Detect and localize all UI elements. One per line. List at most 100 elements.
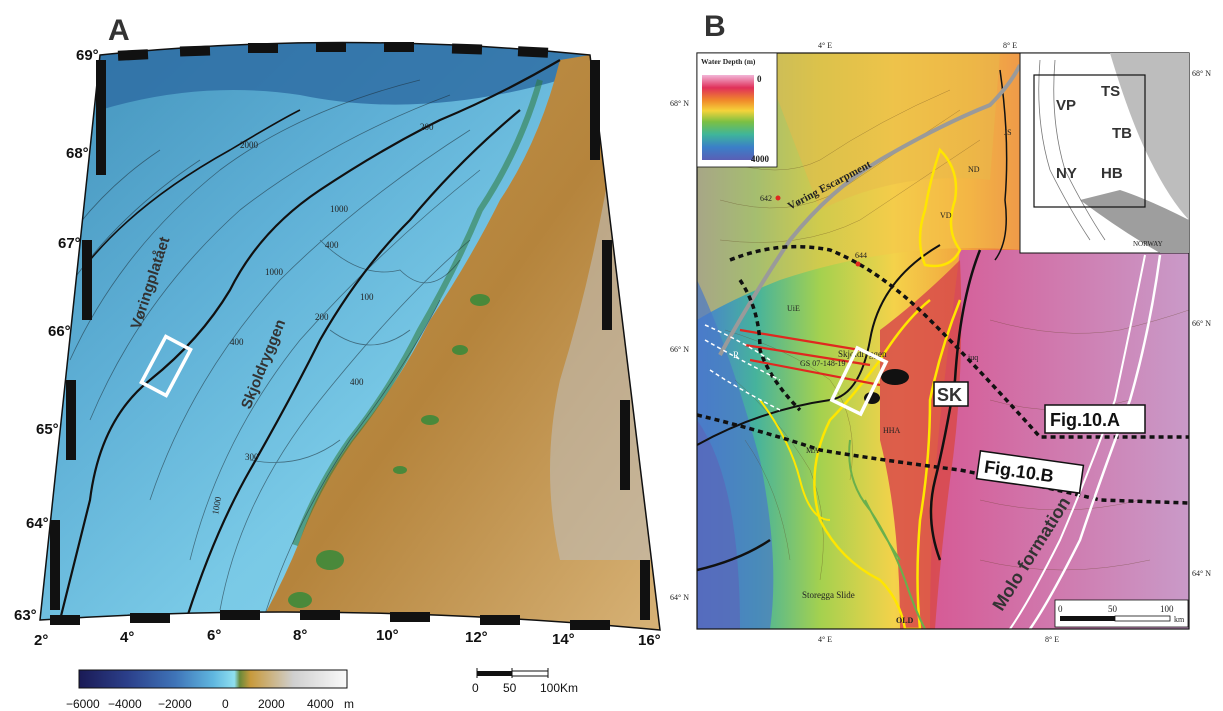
- scalebar-tick: 50: [1108, 604, 1118, 614]
- lon-label: 10°: [376, 627, 399, 644]
- panel-a-colorbar: −6000 −4000 −2000 0 2000 4000 m: [66, 669, 354, 711]
- colorbar-tick: −4000: [108, 697, 142, 711]
- contour-label: 2000: [240, 140, 259, 150]
- panel-b-degree-labels: 4° E 8° E 4° E 8° E 68° N 66° N 64° N 68…: [670, 41, 1211, 644]
- inset-label: HB: [1101, 165, 1123, 182]
- lon-label: 4°: [120, 629, 134, 646]
- panel-b-study-area-box: [829, 345, 889, 417]
- panel-a-lon-labels: 2° 4° 6° 8° 10° 12° 14° 16°: [34, 627, 661, 649]
- region-label: SK: [937, 385, 962, 405]
- contour-label: 100: [360, 292, 374, 302]
- lon-label: 12°: [465, 629, 488, 646]
- contour-label: 200: [315, 312, 329, 322]
- lat-label: 68°: [66, 145, 89, 162]
- region-label: R: [733, 350, 739, 360]
- panel-b-legend: Water Depth (m) 0 4000: [696, 52, 778, 168]
- lat-label: 65°: [36, 421, 59, 438]
- region-label: GS 07-148-19: [800, 359, 846, 368]
- inset-country-label: NORWAY: [1133, 240, 1163, 248]
- inset-label: NY: [1056, 165, 1077, 182]
- panel-a-frame-bars: [50, 42, 650, 630]
- lat-label: 68° N: [670, 99, 689, 108]
- panel-a-study-area-box: [139, 334, 193, 398]
- colorbar-tick: −2000: [158, 697, 192, 711]
- lat-label: 67°: [58, 235, 81, 252]
- inset-label: TS: [1101, 83, 1120, 100]
- region-label: Storegga Slide: [802, 590, 855, 600]
- callout-fig10b-box: [975, 450, 1085, 494]
- region-label: MA: [806, 446, 819, 455]
- lon-label: 8°: [293, 627, 307, 644]
- region-label: JS: [1004, 128, 1012, 137]
- scalebar-tick: 50: [503, 681, 517, 695]
- panel-a-letter: A: [108, 14, 130, 47]
- contour-label: 400: [230, 337, 244, 347]
- lat-label: 64°: [26, 515, 49, 532]
- legend-min: 0: [757, 74, 762, 84]
- contour-label: 400: [350, 377, 364, 387]
- lon-label: 4° E: [818, 635, 832, 644]
- colorbar-tick: 4000: [307, 697, 334, 711]
- contour-label: 400: [325, 240, 339, 250]
- panel-b-inset: VP TS TB NY HB NORWAY: [1019, 52, 1190, 254]
- panel-a: A: [14, 14, 661, 711]
- contour-label: 1000: [330, 204, 349, 214]
- inset-label: VP: [1056, 97, 1076, 114]
- colorbar-tick: 0: [222, 697, 229, 711]
- lon-label: 6°: [207, 627, 221, 644]
- lon-label: 16°: [638, 632, 661, 649]
- panel-b-scalebar: 0 50 100 km: [1054, 599, 1189, 628]
- panel-b: B: [670, 10, 1211, 644]
- panel-b-sites: 642 644: [760, 194, 867, 267]
- lat-label: 68° N: [1192, 69, 1211, 78]
- panel-b-frame: [696, 52, 1190, 630]
- legend-title: Water Depth (m): [701, 57, 756, 66]
- scalebar-unit: km: [1174, 615, 1185, 624]
- scalebar-tick: 0: [472, 681, 479, 695]
- panel-b-letter: B: [704, 10, 726, 43]
- callout-fig10a: Fig.10.A: [1050, 410, 1120, 430]
- lon-label: 14°: [552, 631, 575, 648]
- site-label: 644: [855, 251, 867, 260]
- site-marker: [775, 195, 781, 201]
- panel-a-contour-labels: 2000 1000 400 1000 200 200 100 400 300 4…: [210, 122, 434, 515]
- colorbar-tick: −6000: [66, 697, 100, 711]
- inset-label: TB: [1112, 125, 1132, 142]
- scalebar-tick: 0: [1058, 604, 1063, 614]
- callout-fig10a-box: [1044, 404, 1146, 434]
- colorbar-unit: m: [344, 697, 354, 711]
- scalebar-tick: 100: [1160, 604, 1174, 614]
- panel-a-map: [40, 42, 660, 630]
- panel-a-scalebar: 0 50 100Km: [472, 668, 578, 695]
- contour-label: 1000: [265, 267, 284, 277]
- sk-label-box: [933, 381, 969, 407]
- legend-max: 4000: [751, 154, 770, 164]
- contour-label: 300: [245, 452, 259, 462]
- region-label: HHA: [883, 426, 901, 435]
- region-label: UiE: [787, 304, 800, 313]
- lon-label: 8° E: [1045, 635, 1059, 644]
- region-label: VD: [940, 211, 952, 220]
- lat-label: 69°: [76, 47, 99, 64]
- lat-label: 64° N: [670, 593, 689, 602]
- region-label: Skjoldryggen: [838, 349, 887, 359]
- colorbar-tick: 2000: [258, 697, 285, 711]
- region-label: OLD: [896, 616, 914, 625]
- panel-b-callouts: Fig.10.A Fig.10.B: [975, 404, 1146, 494]
- contour-label: 1000: [210, 495, 223, 515]
- lat-label: 63°: [14, 607, 37, 624]
- site-marker: [855, 261, 861, 267]
- lon-label: 2°: [34, 632, 48, 649]
- region-label: iuq: [968, 353, 978, 362]
- lat-label: 66°: [48, 323, 71, 340]
- region-label: ND: [968, 165, 980, 174]
- lon-label: 8° E: [1003, 41, 1017, 50]
- lon-label: 4° E: [818, 41, 832, 50]
- site-label: 642: [760, 194, 772, 203]
- lat-label: 66° N: [1192, 319, 1211, 328]
- scalebar-tick: 100Km: [540, 681, 578, 695]
- panel-a-lat-labels: 69° 68° 67° 66° 65° 64° 63°: [14, 47, 99, 624]
- lat-label: 64° N: [1192, 569, 1211, 578]
- contour-label: 200: [420, 122, 434, 132]
